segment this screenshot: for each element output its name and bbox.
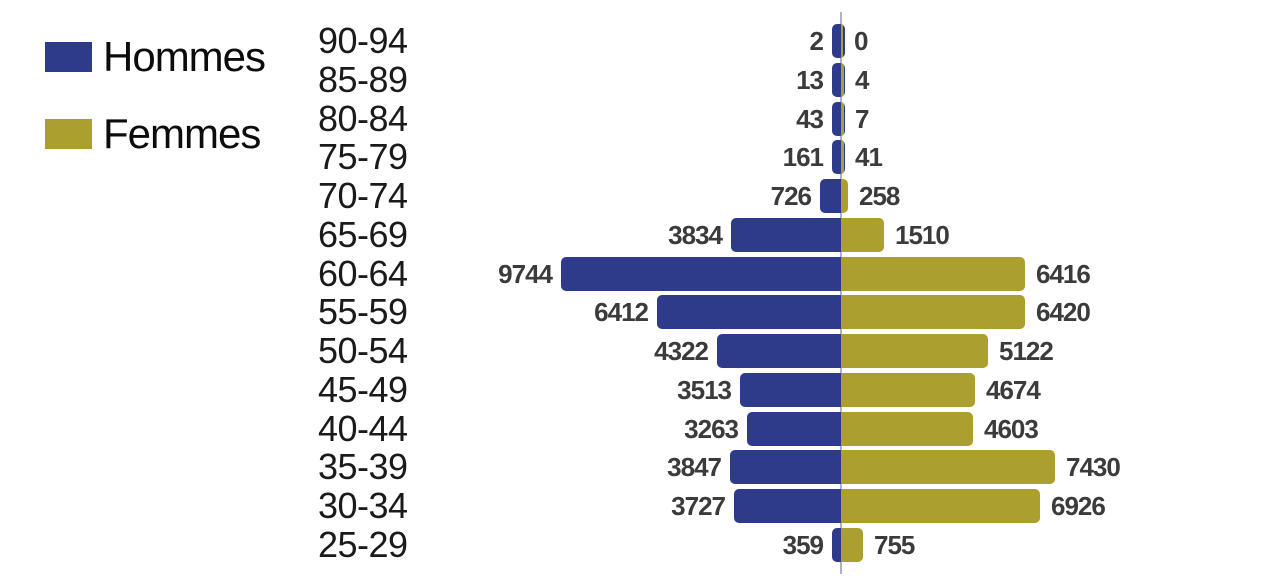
value-hommes: 4322 xyxy=(654,336,709,366)
value-femmes: 1510 xyxy=(895,220,950,250)
pyramid-row-85-89: 85-89 13 4 xyxy=(0,59,1280,100)
bar-femmes xyxy=(841,334,988,368)
pyramid-row-70-74: 70-74 726 258 xyxy=(0,175,1280,216)
age-group-label: 75-79 xyxy=(318,136,408,177)
pyramid-row-35-39: 35-39 3847 7430 xyxy=(0,446,1280,487)
pyramid-row-80-84: 80-84 43 7 xyxy=(0,98,1280,139)
pyramid-row-30-34: 30-34 3727 6926 xyxy=(0,485,1280,526)
bar-femmes xyxy=(841,412,973,446)
bar-femmes xyxy=(841,295,1025,329)
bar-femmes xyxy=(841,140,844,174)
bar-femmes xyxy=(841,179,848,213)
value-hommes: 9744 xyxy=(498,259,553,289)
value-hommes: 2 xyxy=(809,26,825,56)
pyramid-row-50-54: 50-54 4322 5122 xyxy=(0,330,1280,371)
age-group-label: 65-69 xyxy=(318,214,408,255)
value-hommes: 3513 xyxy=(677,375,732,405)
center-axis-line xyxy=(840,12,842,574)
value-femmes: 6926 xyxy=(1051,491,1106,521)
pyramid-row-90-94: 90-94 2 0 xyxy=(0,20,1280,61)
age-group-label: 70-74 xyxy=(318,175,408,216)
femmes-color-swatch xyxy=(45,119,92,149)
value-hommes: 161 xyxy=(782,142,824,172)
age-group-label: 90-94 xyxy=(318,20,408,61)
bar-hommes xyxy=(820,179,841,213)
value-femmes: 41 xyxy=(855,142,883,172)
value-hommes: 6412 xyxy=(594,297,649,327)
value-femmes: 4 xyxy=(855,65,870,95)
age-group-label: 85-89 xyxy=(318,59,408,100)
pyramid-row-65-69: 65-69 3834 1510 xyxy=(0,214,1280,255)
pyramid-row-55-59: 55-59 6412 6420 xyxy=(0,291,1280,332)
bar-hommes xyxy=(740,373,841,407)
bar-femmes xyxy=(841,257,1025,291)
hommes-legend-label: Hommes xyxy=(103,33,266,80)
bar-hommes xyxy=(730,450,841,484)
value-femmes: 5122 xyxy=(999,336,1054,366)
pyramid-row-75-79: 75-79 161 41 xyxy=(0,136,1280,177)
hommes-color-swatch xyxy=(45,42,92,72)
pyramid-row-60-64: 60-64 9744 6416 xyxy=(0,253,1280,294)
value-femmes: 4603 xyxy=(984,414,1039,444)
bar-femmes xyxy=(841,24,843,58)
bar-femmes xyxy=(841,63,844,97)
age-group-label: 60-64 xyxy=(318,253,408,294)
value-femmes: 755 xyxy=(874,530,915,560)
legend-item-femmes: Femmes xyxy=(45,110,261,157)
value-femmes: 6420 xyxy=(1036,297,1091,327)
pyramid-row-40-44: 40-44 3263 4603 xyxy=(0,408,1280,449)
age-group-label: 50-54 xyxy=(318,330,408,371)
pyramid-row-45-49: 45-49 3513 4674 xyxy=(0,369,1280,410)
value-femmes: 0 xyxy=(854,26,869,56)
value-femmes: 258 xyxy=(859,181,900,211)
age-group-label: 35-39 xyxy=(318,446,408,487)
value-hommes: 359 xyxy=(782,530,824,560)
bar-femmes xyxy=(841,373,975,407)
age-group-label: 40-44 xyxy=(318,408,408,449)
bar-hommes xyxy=(657,295,841,329)
bar-hommes xyxy=(734,489,841,523)
bar-femmes xyxy=(841,218,884,252)
age-group-label: 55-59 xyxy=(318,291,408,332)
value-hommes: 3847 xyxy=(667,452,722,482)
value-hommes: 43 xyxy=(796,104,824,134)
legend-item-hommes: Hommes xyxy=(45,33,266,80)
value-hommes: 3727 xyxy=(671,491,726,521)
pyramid-row-25-29: 25-29 359 755 xyxy=(0,524,1280,565)
value-femmes: 7 xyxy=(855,104,870,134)
value-hommes: 3263 xyxy=(684,414,739,444)
value-femmes: 4674 xyxy=(986,375,1041,405)
age-group-label: 25-29 xyxy=(318,524,408,565)
femmes-legend-label: Femmes xyxy=(103,110,261,157)
age-group-label: 30-34 xyxy=(318,485,408,526)
bar-hommes xyxy=(731,218,841,252)
bar-hommes xyxy=(832,24,845,58)
age-group-label: 80-84 xyxy=(318,98,408,139)
bar-hommes xyxy=(747,412,841,446)
bar-hommes xyxy=(717,334,841,368)
bar-hommes xyxy=(561,257,841,291)
value-hommes: 3834 xyxy=(668,220,723,250)
age-group-label: 45-49 xyxy=(318,369,408,410)
bar-femmes xyxy=(841,528,863,562)
value-hommes: 13 xyxy=(796,65,824,95)
value-femmes: 6416 xyxy=(1036,259,1091,289)
value-femmes: 7430 xyxy=(1066,452,1121,482)
bar-femmes xyxy=(841,489,1040,523)
bar-femmes xyxy=(841,102,844,136)
value-hommes: 726 xyxy=(770,181,812,211)
bar-femmes xyxy=(841,450,1055,484)
